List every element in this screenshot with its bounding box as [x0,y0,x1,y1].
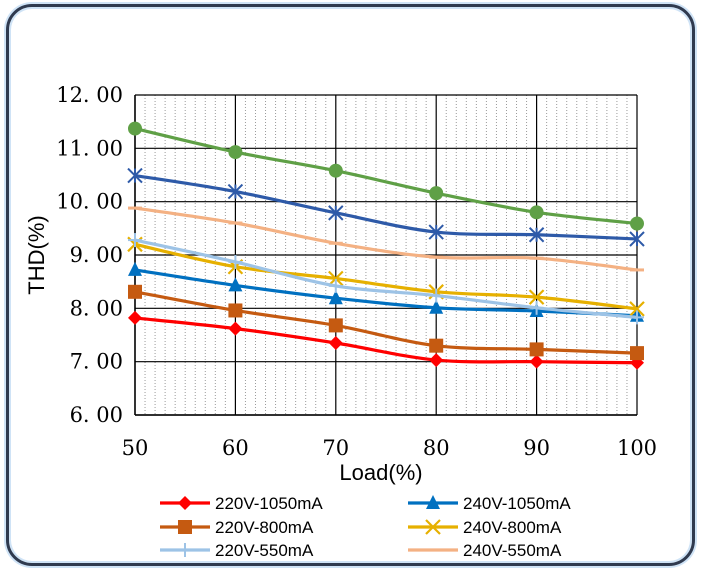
x-marker [528,289,545,305]
legend: 220V-1050mA 240V-1050mA 220V-800mA 240V-800… [160,494,571,560]
series [128,206,644,272]
y-tick-label: 6. 00 [70,403,123,427]
y-tick-label: 10. 00 [56,190,123,214]
plus-marker [630,310,644,325]
asterisk-marker [227,183,244,200]
square-marker [228,303,243,318]
circle-marker [429,186,444,201]
chart-frame [6,4,695,566]
square-marker [630,346,644,361]
diamond-marker [228,321,243,336]
circle-marker [228,145,243,160]
legend-label: 240V-800mA [463,518,562,537]
x-marker [629,301,645,317]
series-line [134,238,638,319]
x-axis-label: Load(%) [339,460,422,485]
asterisk-marker [528,227,545,243]
plus-marker [328,278,343,293]
x-marker-stroke [528,289,545,305]
plus-marker [178,543,192,557]
x-marker-stroke [328,270,344,287]
series-layer [127,121,645,370]
x-marker [425,519,441,535]
legend-item: 220V-800mA [160,518,314,537]
legend-label: 240V-1050mA [463,494,571,513]
legend-item: 220V-550mA [160,541,314,560]
legend-item: 220V-1050mA [160,494,323,513]
asterisk-marker [428,224,444,240]
x-marker [328,270,344,287]
square-marker [328,318,343,333]
series [127,167,645,247]
series-line [134,316,638,365]
square-marker [429,338,444,353]
diamond-marker [429,353,444,368]
x-tick-label: 100 [617,436,657,460]
legend-label: 240V-550mA [463,541,562,560]
triangle-marker [228,277,243,292]
legend-item: 240V-550mA [408,541,562,560]
y-tick-label: 11. 00 [56,136,123,160]
diamond-marker [128,310,142,325]
circle-marker [128,121,142,136]
series-line [134,242,638,311]
x-tick-label: 50 [122,436,149,460]
series-line [134,127,638,226]
square-marker [529,342,544,357]
series-line [134,206,638,272]
asterisk-marker [127,167,143,184]
triangle-marker [426,495,440,509]
series [128,121,644,231]
series-line [134,268,638,318]
legend-label: 220V-800mA [215,518,314,537]
legend-item: 240V-1050mA [408,494,571,513]
circle-marker [630,216,644,231]
series-line [134,173,638,241]
triangle-marker [429,299,444,314]
triangle-marker [328,290,343,305]
y-tick-label: 8. 00 [70,296,123,320]
legend-item: 240V-800mA [408,518,562,537]
x-marker-stroke [425,519,441,535]
asterisk-marker [328,205,344,221]
y-tick-label: 9. 00 [70,243,123,267]
diamond-marker [328,336,343,350]
square-marker [128,284,142,299]
x-tick-label: 70 [322,436,349,460]
x-tick-label: 60 [222,436,249,460]
triangle-marker [128,261,142,276]
legend-label: 220V-550mA [215,541,314,560]
circle-marker [529,205,544,220]
plus-marker [128,233,142,248]
legend-label: 220V-1050mA [215,494,323,513]
y-tick-label: 12. 00 [56,83,123,107]
series-line [134,290,638,355]
circle-marker [328,163,343,178]
diamond-marker [178,496,192,510]
y-axis-label: THD(%) [24,215,49,294]
plus-marker [529,300,544,315]
diamond-marker [529,354,544,369]
series [128,284,644,361]
y-tick-label: 7. 00 [70,350,123,374]
asterisk-marker [629,231,645,247]
series [128,310,644,370]
square-marker [178,520,192,534]
ticks: 6. 00 7. 00 8. 00 9. 00 10. 00 11. 00 12. 00 50… [56,83,657,460]
x-tick-label: 80 [423,436,450,460]
x-marker-stroke [629,301,645,317]
series [128,233,644,325]
plus-marker [228,254,243,269]
plus-marker [429,288,444,303]
x-tick-label: 90 [523,436,550,460]
